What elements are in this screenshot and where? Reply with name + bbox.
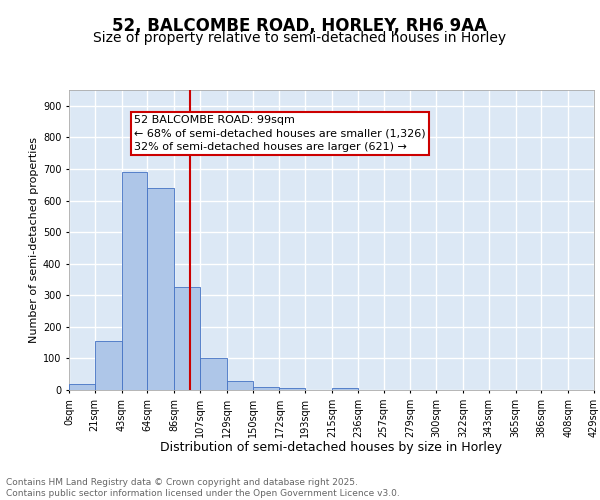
- Bar: [174, 288, 200, 390]
- Bar: [227, 380, 253, 390]
- Text: Size of property relative to semi-detached houses in Horley: Size of property relative to semi-detach…: [94, 31, 506, 45]
- Bar: [122, 172, 148, 390]
- Bar: [332, 388, 358, 390]
- Bar: [253, 387, 280, 390]
- Text: 52 BALCOMBE ROAD: 99sqm
← 68% of semi-detached houses are smaller (1,326)
32% of: 52 BALCOMBE ROAD: 99sqm ← 68% of semi-de…: [134, 116, 425, 152]
- Bar: [280, 388, 305, 390]
- Bar: [200, 358, 227, 390]
- Y-axis label: Number of semi-detached properties: Number of semi-detached properties: [29, 137, 38, 343]
- Text: Contains HM Land Registry data © Crown copyright and database right 2025.
Contai: Contains HM Land Registry data © Crown c…: [6, 478, 400, 498]
- Bar: [148, 188, 174, 390]
- Bar: [95, 341, 122, 390]
- Text: 52, BALCOMBE ROAD, HORLEY, RH6 9AA: 52, BALCOMBE ROAD, HORLEY, RH6 9AA: [113, 18, 487, 36]
- X-axis label: Distribution of semi-detached houses by size in Horley: Distribution of semi-detached houses by …: [161, 442, 503, 454]
- Bar: [69, 384, 95, 390]
